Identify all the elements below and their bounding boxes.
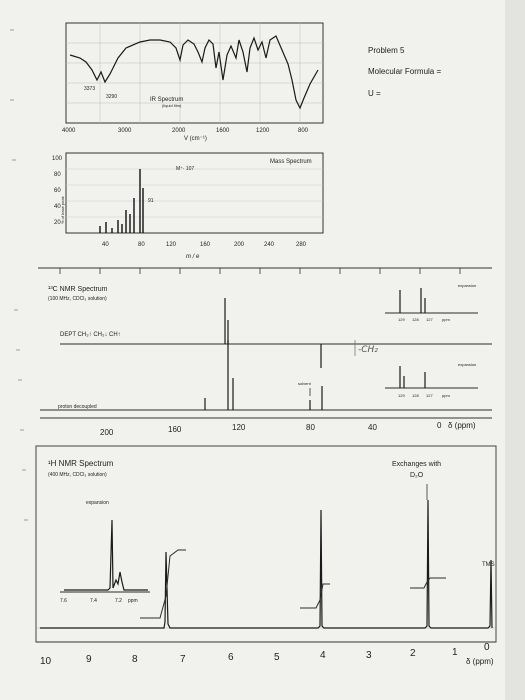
h1-x-tick-4: 4 bbox=[320, 650, 326, 661]
ir-x-axis-label: V (cm⁻¹) bbox=[184, 136, 207, 142]
ir-trace bbox=[69, 35, 319, 110]
c13-x-tick-200: 200 bbox=[100, 428, 114, 437]
h1-x-unit: δ (ppm) bbox=[466, 657, 494, 666]
h1-expansion-inset bbox=[60, 519, 150, 593]
c13-dept-expansion bbox=[385, 288, 478, 314]
c13-x-tick-80: 80 bbox=[306, 423, 315, 432]
h1-x-tick-3: 3 bbox=[366, 650, 372, 661]
h1-x-tick-5: 5 bbox=[274, 652, 280, 663]
c13-exp-tick-128: 128 bbox=[412, 317, 419, 322]
ms-y-tick-60: 60 bbox=[54, 188, 61, 194]
h1-tms-label: TMS bbox=[482, 562, 495, 568]
ms-x-tick-160: 160 bbox=[200, 242, 211, 248]
c13-decoupled-expansion bbox=[385, 366, 478, 389]
c13-handwritten-note: -CH₂ bbox=[358, 345, 378, 355]
h1-exchange-label-d2o: D₂O bbox=[410, 472, 424, 479]
c13-x-tick-120: 120 bbox=[232, 423, 246, 432]
h1-x-tick-7: 7 bbox=[180, 654, 186, 665]
ir-x-tick-2000: 2000 bbox=[172, 128, 186, 134]
ms-title: Mass Spectrum bbox=[270, 159, 312, 165]
unsaturation-label: U = bbox=[368, 89, 381, 98]
c13-exp-tick-129: 129 bbox=[398, 317, 405, 322]
c13-x-tick-0: 0 bbox=[437, 421, 442, 430]
ir-x-tick-3000: 3000 bbox=[118, 128, 132, 134]
ir-peak-label-2: 3290 bbox=[106, 94, 117, 100]
ms-y-tick-40: 40 bbox=[54, 204, 61, 210]
h1-subtitle: (400 MHz, CDCl₃ solution) bbox=[48, 472, 107, 478]
h1-x-tick-2: 2 bbox=[410, 648, 416, 659]
c13-x-tick-160: 160 bbox=[168, 425, 182, 434]
c13-expansion-label-top: expansion bbox=[458, 283, 476, 288]
h1-x-tick-0: 0 bbox=[484, 642, 490, 653]
h1-trace bbox=[40, 499, 493, 629]
ms-x-tick-80: 80 bbox=[138, 242, 145, 248]
c13-exp-tick-127: 127 bbox=[426, 317, 433, 322]
ms-plot-frame bbox=[65, 152, 324, 234]
c13-exp2-tick-ppm: ppm bbox=[442, 393, 450, 398]
ms-x-tick-280: 280 bbox=[296, 242, 307, 248]
h1-nmr-spectrum: ¹H NMR Spectrum (400 MHz, CDCl₃ solution… bbox=[35, 445, 497, 667]
h1-x-tick-9: 9 bbox=[86, 654, 92, 665]
ir-x-tick-1200: 1200 bbox=[256, 128, 270, 134]
c13-subtitle: (100 MHz, CDCl₃ solution) bbox=[48, 296, 107, 302]
h1-integral-aromatic bbox=[140, 549, 186, 619]
ir-x-tick-1600: 1600 bbox=[216, 128, 230, 134]
c13-solvent-label: solvent bbox=[298, 381, 312, 386]
c13-nmr-spectrum: ¹³C NMR Spectrum (100 MHz, CDCl₃ solutio… bbox=[38, 267, 492, 437]
h1-exp-tick-ppm: ppm bbox=[128, 598, 138, 604]
mass-spectrum: Mass Spectrum M⁺· 107 91 100 80 60 40 20… bbox=[52, 152, 324, 260]
c13-exp2-tick-127: 127 bbox=[426, 393, 433, 398]
c13-x-tick-40: 40 bbox=[368, 423, 377, 432]
ir-subtitle: (liquid film) bbox=[162, 103, 182, 108]
c13-top-ticks bbox=[59, 268, 461, 274]
ms-x-tick-240: 240 bbox=[264, 242, 275, 248]
h1-expansion-label: expansion bbox=[86, 500, 109, 506]
h1-x-tick-6: 6 bbox=[228, 652, 234, 663]
ms-x-tick-200: 200 bbox=[234, 242, 245, 248]
ir-peak-label-1: 3373 bbox=[84, 86, 95, 92]
molecular-formula-label: Molecular Formula = bbox=[368, 67, 441, 76]
ir-title: IR Spectrum bbox=[150, 97, 183, 103]
h1-x-tick-1: 1 bbox=[452, 647, 458, 658]
c13-exp-tick-ppm: ppm bbox=[442, 317, 450, 322]
c13-exp2-tick-129: 129 bbox=[398, 393, 405, 398]
ms-peak-91-label: 91 bbox=[148, 198, 154, 204]
ms-y-tick-20: 20 bbox=[54, 220, 61, 226]
h1-exchange-label: Exchanges with bbox=[392, 461, 441, 468]
ir-x-tick-4000: 4000 bbox=[62, 128, 76, 134]
c13-dept-label: DEPT CH₃↑ CH₂↓ CH↑ bbox=[60, 332, 121, 338]
ms-y-axis-label: % of base peak bbox=[60, 196, 65, 224]
ms-y-tick-80: 80 bbox=[54, 172, 61, 178]
ms-grid bbox=[66, 168, 323, 218]
problem-title: Problem 5 bbox=[368, 46, 405, 55]
h1-integral-ch2 bbox=[300, 583, 330, 609]
ir-x-tick-800: 800 bbox=[298, 128, 309, 134]
ms-x-axis-label: m / e bbox=[186, 254, 200, 260]
h1-exp-tick-72: 7.2 bbox=[115, 598, 122, 604]
paper-shadow-right bbox=[505, 0, 525, 700]
h1-exp-tick-76: 7.6 bbox=[60, 598, 67, 604]
c13-exp2-tick-128: 128 bbox=[412, 393, 419, 398]
ms-molecular-ion-label: M⁺· 107 bbox=[176, 166, 194, 172]
h1-x-tick-10: 10 bbox=[40, 656, 52, 667]
ir-plot-frame bbox=[65, 22, 324, 124]
ms-x-tick-120: 120 bbox=[166, 242, 177, 248]
ms-x-tick-40: 40 bbox=[102, 242, 109, 248]
c13-expansion-label-bottom: expansion bbox=[458, 362, 476, 367]
ir-spectrum: 3373 3290 IR Spectrum (liquid film) 4000… bbox=[62, 22, 324, 142]
c13-x-unit: δ (ppm) bbox=[448, 421, 476, 430]
ir-grid bbox=[66, 23, 323, 123]
h1-integral-oh bbox=[410, 577, 446, 589]
ms-bars bbox=[99, 169, 144, 233]
ms-y-tick-100: 100 bbox=[52, 156, 63, 162]
c13-decoupled-label: proton decoupled bbox=[58, 404, 97, 410]
h1-exp-tick-74: 7.4 bbox=[90, 598, 97, 604]
binder-margin-marks bbox=[10, 29, 28, 521]
h1-x-tick-8: 8 bbox=[132, 654, 138, 665]
c13-title: ¹³C NMR Spectrum bbox=[48, 286, 108, 293]
h1-title: ¹H NMR Spectrum bbox=[48, 459, 114, 468]
